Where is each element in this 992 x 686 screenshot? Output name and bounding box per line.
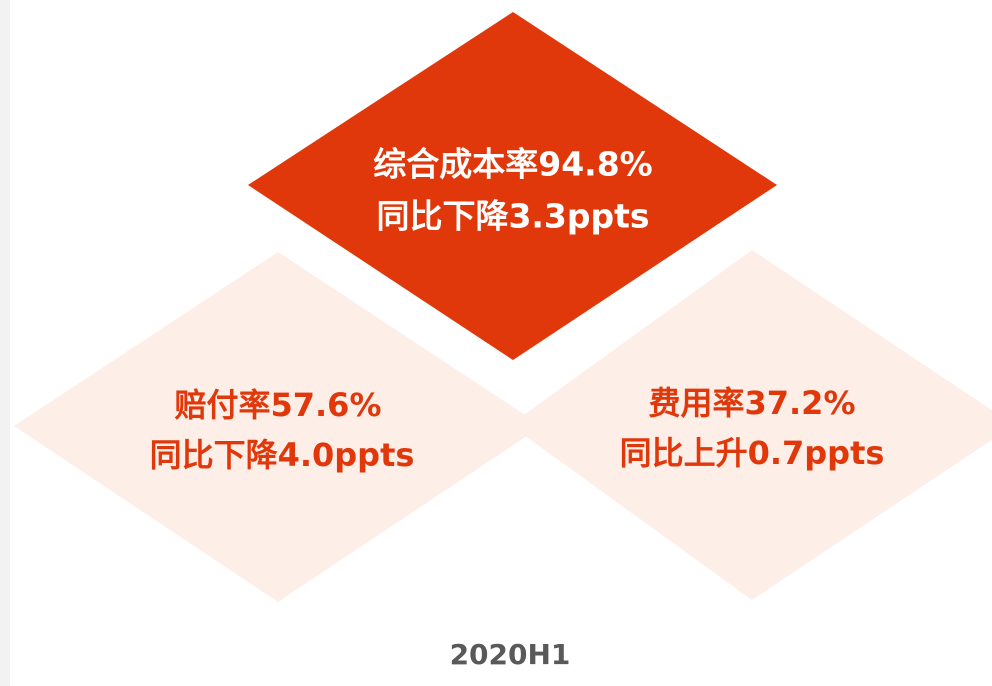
diamond-right	[510, 250, 992, 600]
right-line-2: 同比上升0.7ppts	[620, 434, 885, 472]
footer-label: 2020H1	[450, 638, 571, 671]
diamond-top	[248, 12, 777, 360]
right-line-1: 费用率37.2%	[648, 384, 855, 422]
top-line-1: 综合成本率94.8%	[373, 145, 653, 184]
side-strip	[0, 0, 10, 686]
diamond-left	[14, 252, 542, 602]
top-line-2: 同比下降3.3ppts	[376, 197, 649, 236]
left-line-1: 赔付率57.6%	[174, 386, 381, 424]
left-line-2: 同比下降4.0ppts	[150, 436, 415, 474]
